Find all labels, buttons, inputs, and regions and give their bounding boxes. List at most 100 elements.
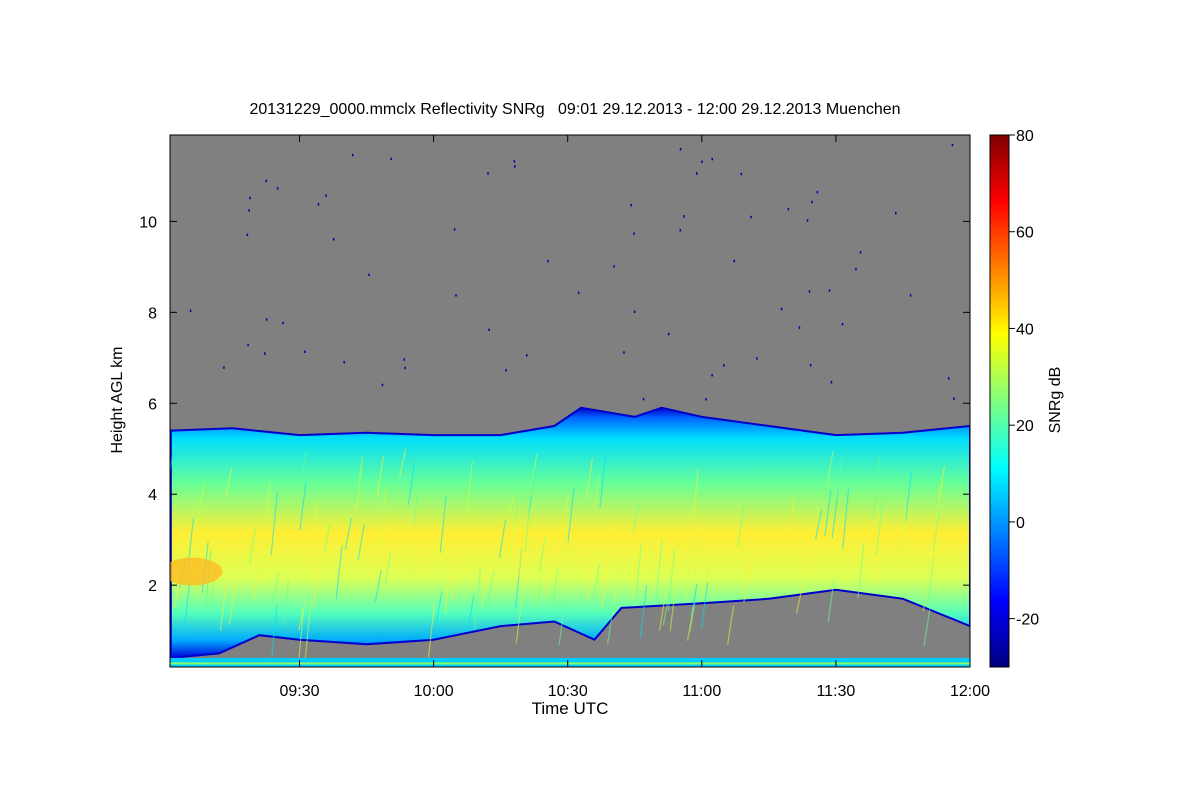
- noise-speckle: [740, 172, 743, 176]
- noise-speckle: [859, 251, 862, 254]
- noise-speckle: [223, 366, 225, 369]
- noise-speckle: [633, 232, 635, 235]
- echo-streak: [398, 448, 407, 478]
- echo-streak: [374, 570, 382, 603]
- noise-speckle: [505, 368, 507, 372]
- echo-core: [170, 557, 223, 586]
- echo-streak: [749, 529, 757, 580]
- x-axis: 09:30 10:00 10:30 11:00 11:30 12:00: [280, 135, 990, 700]
- echo-region: [170, 406, 970, 659]
- echo-streak: [632, 502, 640, 534]
- x-tick-label: 09:30: [280, 683, 320, 700]
- echo-streak: [366, 532, 374, 578]
- echo-streak: [693, 528, 701, 581]
- noise-speckle: [683, 215, 685, 218]
- noise-speckle: [368, 273, 370, 277]
- echo-streak: [260, 537, 268, 572]
- echo-streak: [355, 456, 363, 511]
- echo-streak: [304, 599, 312, 663]
- echo-streak: [299, 481, 307, 531]
- echo-streak: [899, 509, 907, 563]
- echo-streak: [182, 583, 191, 637]
- noise-speckle: [953, 397, 955, 400]
- noise-speckle: [248, 209, 250, 212]
- echo-streak: [545, 541, 554, 597]
- noise-speckle: [811, 200, 813, 204]
- colorbar-tick-label: 0: [1016, 515, 1025, 532]
- echo-streak: [376, 455, 384, 497]
- echo-streak: [612, 560, 620, 616]
- echo-streak: [509, 501, 517, 561]
- colorbar-tick-label: 20: [1016, 418, 1034, 435]
- noise-speckle: [264, 352, 266, 355]
- noise-speckle: [332, 237, 335, 241]
- noise-speckle: [696, 172, 698, 175]
- echo-streak: [923, 607, 931, 647]
- noise-speckle: [808, 290, 811, 293]
- echo-streak: [835, 456, 843, 502]
- y-tick-label: 6: [148, 396, 157, 413]
- echo-streak: [197, 482, 206, 515]
- y-tick-label: 2: [148, 578, 157, 595]
- echo-streak: [270, 605, 278, 665]
- echo-streak: [246, 535, 254, 566]
- echo-streak: [170, 452, 174, 474]
- echo-streak: [593, 475, 601, 509]
- noise-speckle: [733, 259, 736, 263]
- noise-speckle: [705, 397, 707, 401]
- echo-streak: [310, 503, 318, 558]
- noise-speckle: [909, 294, 912, 297]
- echo-streak: [444, 552, 452, 614]
- echo-streak: [659, 591, 667, 631]
- echo-streak: [927, 556, 935, 602]
- colorbar-tick-label: -20: [1016, 612, 1039, 629]
- echo-streak: [524, 490, 532, 552]
- echo-streak: [282, 581, 290, 627]
- noise-speckle: [547, 259, 549, 263]
- echo-streak: [670, 544, 678, 576]
- echo-streak: [413, 477, 421, 525]
- echo-streak: [567, 487, 575, 543]
- echo-streak: [685, 545, 693, 602]
- noise-speckle: [325, 194, 327, 197]
- colorbar-gradient: [989, 134, 1010, 668]
- noise-speckle: [526, 354, 528, 357]
- y-tick-label: 10: [139, 214, 157, 231]
- noise-speckle: [613, 265, 615, 268]
- echo-streak: [592, 563, 601, 600]
- noise-speckle: [351, 153, 354, 157]
- noise-speckle: [711, 157, 714, 161]
- echo-streak: [689, 595, 697, 632]
- echo-streak: [878, 517, 886, 551]
- colorbar-tick-label: 40: [1016, 321, 1034, 338]
- echo-streak: [253, 555, 261, 599]
- chart-title: 20131229_0000.mmclx Reflectivity SNRg 09…: [249, 101, 900, 118]
- echo-streak: [931, 525, 939, 568]
- echo-streak: [814, 510, 823, 540]
- noise-speckle: [679, 148, 682, 151]
- echo-streak: [265, 491, 273, 521]
- noise-speckle: [189, 309, 192, 313]
- x-tick-label: 11:00: [682, 683, 721, 700]
- echo-streak: [922, 559, 931, 612]
- plot-frame: [169, 134, 971, 668]
- echo-streak: [357, 524, 365, 561]
- echo-streak: [425, 526, 433, 576]
- echo-streak: [686, 606, 695, 641]
- echo-streak: [937, 465, 946, 500]
- noise-speckle: [667, 332, 670, 336]
- echo-streak: [639, 585, 648, 639]
- echo-streak: [558, 599, 566, 645]
- x-tick-label: 11:30: [816, 683, 855, 700]
- noise-speckle: [381, 383, 384, 387]
- echo-streak: [874, 552, 882, 590]
- noise-speckle: [343, 360, 345, 364]
- noise-speckle: [750, 215, 752, 219]
- colorbar-label: SNRg dB: [1047, 367, 1064, 434]
- echo-streak: [842, 488, 850, 549]
- noise-speckle: [623, 351, 625, 354]
- echo-streak: [736, 506, 745, 547]
- noise-speckle: [514, 165, 516, 168]
- noise-speckle: [787, 207, 790, 211]
